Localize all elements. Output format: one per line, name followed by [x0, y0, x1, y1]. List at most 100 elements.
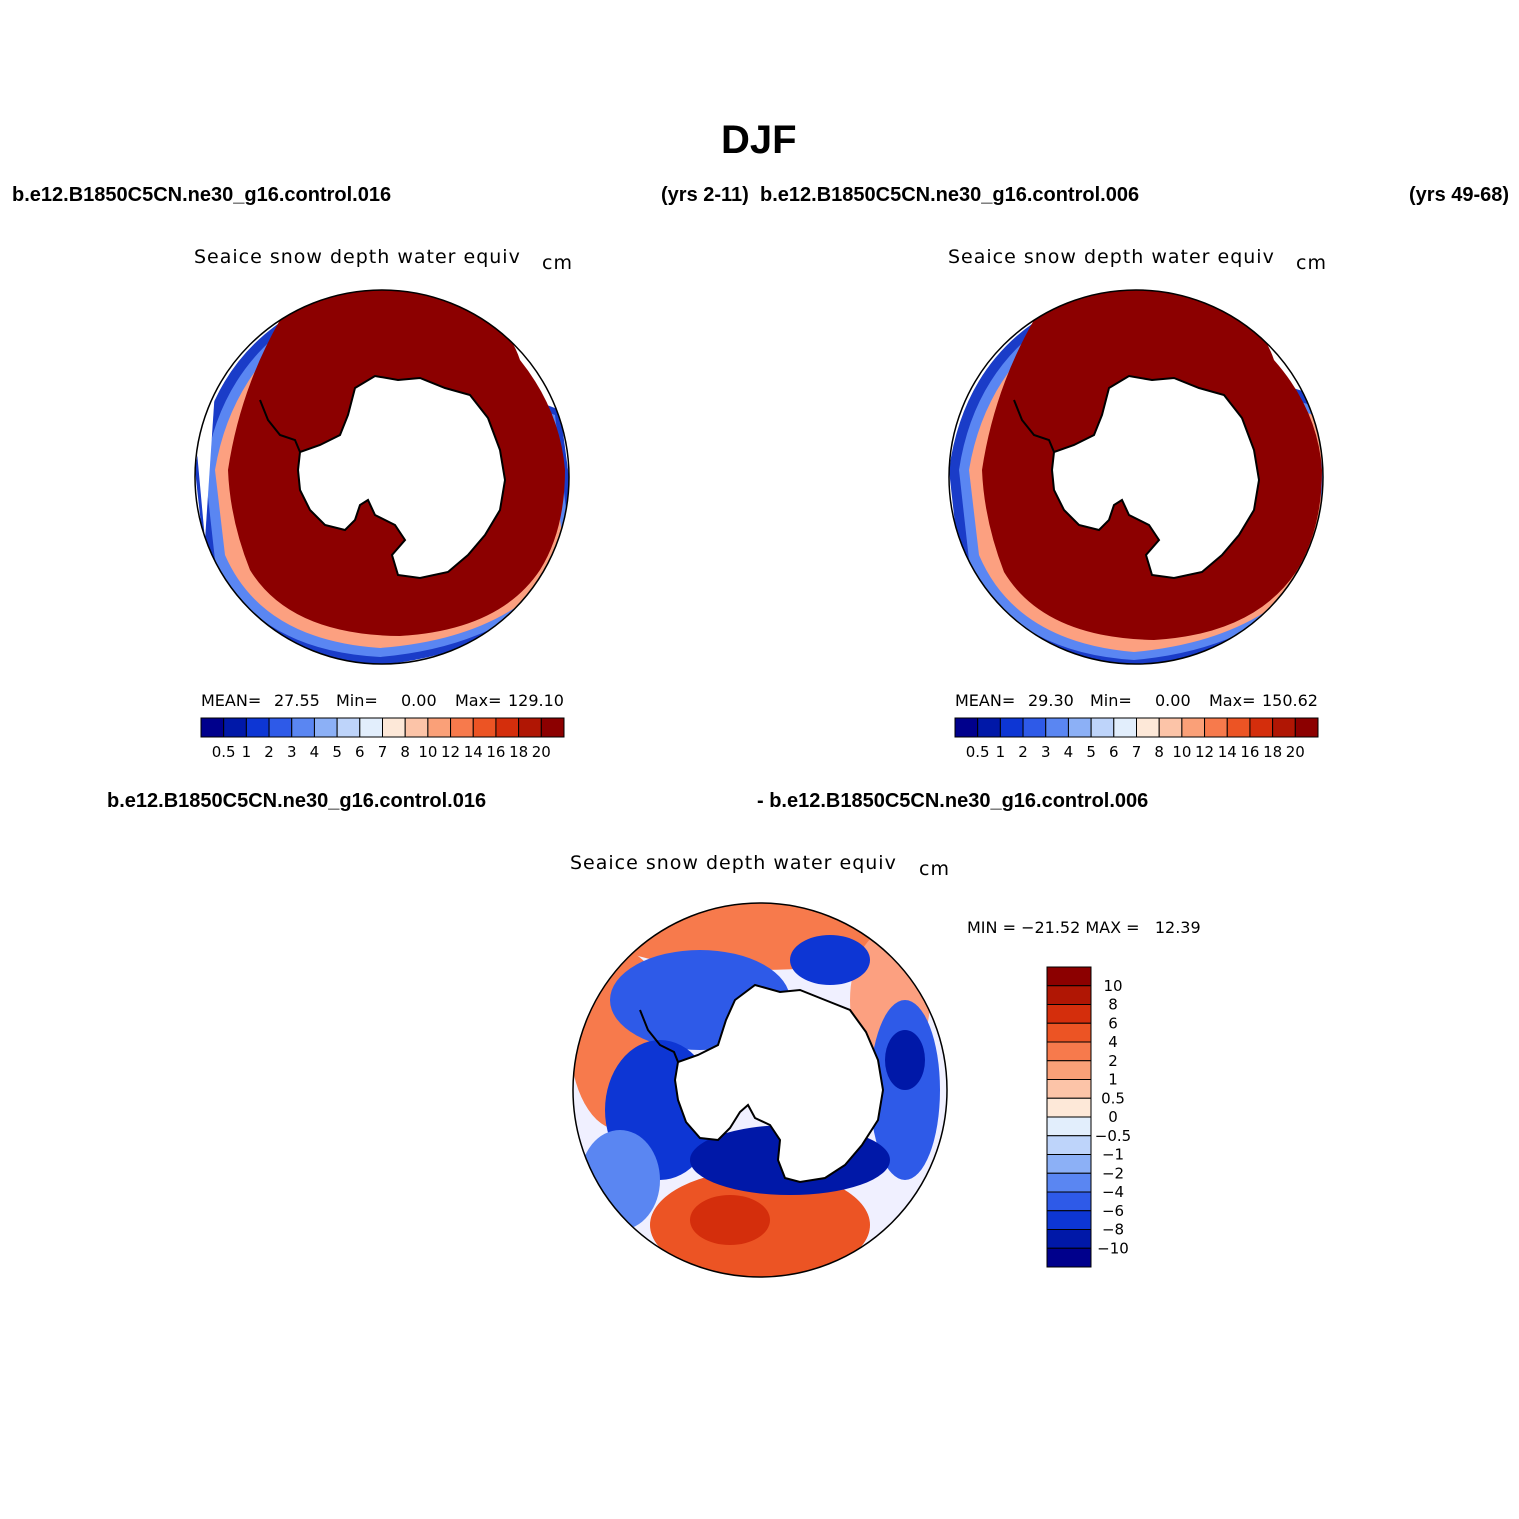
bottom-colorbar-swatch — [1046, 1135, 1092, 1155]
bottom-colorbar-swatch — [1046, 1229, 1092, 1249]
bottom-colorbar-swatch — [1046, 1172, 1092, 1193]
bottom-colorbar-tick-label: 4 — [1108, 1033, 1118, 1051]
top-left-min-value: 0.00 — [401, 691, 437, 710]
top-right-colorbar-swatch — [977, 717, 1001, 738]
bottom-colorbar-swatch — [1046, 1004, 1092, 1024]
bottom-colorbar-tick-label: −1 — [1102, 1146, 1124, 1164]
top-right-colorbar-tick-label: 16 — [1240, 743, 1259, 761]
top-right-colorbar-tick-label: 5 — [1086, 743, 1096, 761]
top-left-colorbar-tick-label: 8 — [400, 743, 410, 761]
top-right-colorbar-tick-label: 18 — [1263, 743, 1282, 761]
bottom-antarctica-coast — [673, 983, 885, 1184]
top-right-colorbar-tick-label: 3 — [1041, 743, 1051, 761]
top-left-colorbar-swatch — [540, 717, 565, 738]
bottom-colorbar-tick-label: 10 — [1103, 977, 1122, 995]
top-left-colorbar-swatch — [427, 717, 452, 738]
bottom-colorbar-swatch — [1046, 966, 1092, 987]
top-left-colorbar-tick-label: 5 — [332, 743, 342, 761]
bottom-colorbar-tick-label: −2 — [1102, 1164, 1124, 1182]
top-left-colorbar-tick-label: 2 — [264, 743, 274, 761]
top-left-colorbar-tick-label: 3 — [287, 743, 297, 761]
bottom-colorbar-swatch — [1046, 1097, 1092, 1118]
top-left-colorbar-tick-label: 7 — [378, 743, 388, 761]
bottom-diff-map — [572, 902, 948, 1278]
top-right-colorbar-tick-label: 14 — [1218, 743, 1237, 761]
top-left-panel-title: Seaice snow depth water equiv — [194, 246, 521, 268]
bottom-colorbar-tick-label: −8 — [1102, 1221, 1124, 1239]
top-left-colorbar-swatch — [200, 717, 225, 738]
top-right-colorbar-swatch — [1204, 717, 1228, 738]
bottom-colorbar-tick-label: −10 — [1097, 1239, 1129, 1257]
top-left-case-label: b.e12.B1850C5CN.ne30_g16.control.016 — [12, 184, 392, 206]
bottom-colorbar-tick-label: 2 — [1108, 1052, 1118, 1070]
bottom-colorbar-tick-label: 8 — [1108, 996, 1118, 1014]
top-right-colorbar-swatch — [1226, 717, 1251, 738]
bottom-colorbar-tick-label: 1 — [1108, 1071, 1118, 1089]
top-right-colorbar-swatch — [954, 717, 979, 738]
top-left-colorbar-swatch — [404, 717, 429, 738]
top-right-panel-title: Seaice snow depth water equiv — [948, 246, 1275, 268]
top-left-antarctica-coast — [296, 374, 507, 580]
bottom-colorbar-tick-label: 6 — [1108, 1014, 1118, 1032]
bottom-colorbar-swatch — [1046, 1116, 1092, 1137]
top-left-colorbar-swatch — [336, 717, 361, 738]
top-right-colorbar-swatch — [1090, 717, 1115, 738]
top-left-colorbar-swatch — [313, 717, 338, 738]
bottom-case-a-label: b.e12.B1850C5CN.ne30_g16.control.016 — [107, 790, 487, 812]
bottom-colorbar-tick-label: −0.5 — [1095, 1127, 1131, 1145]
bottom-colorbar-tick-label: −6 — [1102, 1202, 1124, 1220]
bottom-panel-title: Seaice snow depth water equiv — [570, 852, 897, 874]
top-right-map — [948, 289, 1324, 665]
top-left-min-label: Min= — [336, 691, 378, 710]
top-right-colorbar-tick-label: 8 — [1154, 743, 1164, 761]
top-left-colorbar-swatch — [291, 717, 315, 738]
top-left-units: cm — [542, 252, 573, 274]
bottom-colorbar-tick-label: 0.5 — [1101, 1089, 1125, 1107]
top-right-colorbar-swatch — [1272, 717, 1296, 738]
bottom-colorbar-swatch — [1046, 985, 1092, 1005]
top-right-colorbar-tick-label: 10 — [1172, 743, 1191, 761]
top-left-colorbar-tick-label: 1 — [242, 743, 252, 761]
top-right-colorbar-tick-label: 0.5 — [966, 743, 990, 761]
bottom-colorbar-swatch — [1046, 1210, 1092, 1230]
top-left-colorbar-tick-label: 6 — [355, 743, 365, 761]
top-left-max-value: 129.10 — [508, 691, 564, 710]
top-right-max-label: Max= — [1209, 691, 1256, 710]
top-right-antarctica-coast — [1050, 374, 1261, 580]
top-right-units: cm — [1296, 252, 1327, 274]
top-left-mean-label: MEAN= — [201, 691, 262, 710]
top-left-colorbar-swatch — [495, 717, 520, 738]
top-left-colorbar-tick-label: 14 — [464, 743, 483, 761]
top-left-colorbar-tick-label: 16 — [486, 743, 505, 761]
top-right-min-label: Min= — [1090, 691, 1132, 710]
top-right-colorbar-swatch — [1067, 717, 1092, 738]
top-right-colorbar-tick-label: 4 — [1064, 743, 1074, 761]
top-right-colorbar-swatch — [1113, 717, 1137, 738]
top-left-map — [194, 289, 570, 665]
top-right-colorbar-swatch — [1136, 717, 1160, 738]
top-left-max-label: Max= — [455, 691, 502, 710]
top-left-colorbar-tick-label: 0.5 — [212, 743, 236, 761]
top-left-colorbar-swatch — [450, 717, 474, 738]
bottom-colorbar-swatch — [1046, 1079, 1092, 1099]
top-right-mean-value: 29.30 — [1028, 691, 1074, 710]
top-right-colorbar-swatch — [1181, 717, 1206, 738]
top-right-colorbar-swatch — [1249, 717, 1274, 738]
top-right-case-label: b.e12.B1850C5CN.ne30_g16.control.006 — [760, 184, 1140, 206]
top-left-colorbar: 0.5 1 2 3 4 5 6 7 8 10 12 14 16 18 20 — [200, 717, 565, 761]
bottom-units: cm — [919, 858, 950, 880]
top-right-colorbar-tick-label: 2 — [1018, 743, 1028, 761]
bottom-colorbar-tick-label: −4 — [1102, 1183, 1124, 1201]
top-left-colorbar-swatch — [472, 717, 497, 738]
top-right-colorbar-tick-label: 20 — [1286, 743, 1305, 761]
bottom-colorbar-swatch — [1046, 1022, 1092, 1043]
bottom-colorbar-swatch — [1046, 1247, 1092, 1268]
figure-title: DJF — [721, 118, 797, 162]
top-right-min-value: 0.00 — [1155, 691, 1191, 710]
top-right-colorbar-swatch — [999, 717, 1024, 738]
top-left-colorbar-swatch — [268, 717, 293, 738]
top-left-colorbar-tick-label: 20 — [532, 743, 551, 761]
top-right-colorbar-swatch — [1045, 717, 1069, 738]
top-right-colorbar: 0.5 1 2 3 4 5 6 7 8 10 12 14 16 18 20 — [954, 717, 1319, 761]
